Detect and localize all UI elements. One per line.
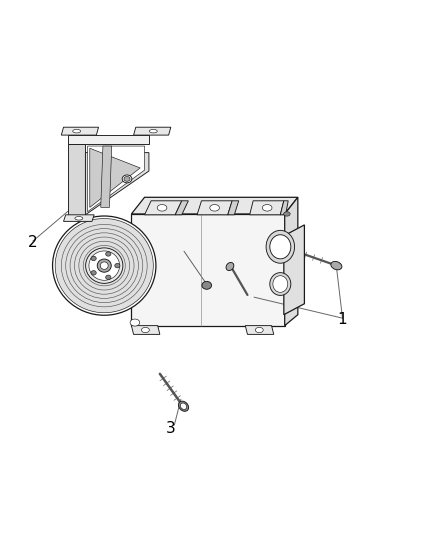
Ellipse shape [210, 205, 219, 211]
Polygon shape [90, 148, 140, 207]
Ellipse shape [331, 262, 342, 270]
Ellipse shape [124, 176, 130, 181]
Ellipse shape [53, 216, 156, 315]
Ellipse shape [91, 271, 96, 275]
Polygon shape [131, 214, 285, 326]
Polygon shape [175, 201, 188, 215]
Ellipse shape [106, 252, 111, 256]
Polygon shape [131, 326, 160, 334]
Ellipse shape [180, 403, 187, 409]
Ellipse shape [226, 262, 234, 271]
Polygon shape [284, 225, 304, 314]
Polygon shape [68, 144, 85, 215]
Ellipse shape [202, 281, 212, 289]
Ellipse shape [55, 219, 153, 313]
Ellipse shape [270, 273, 291, 295]
Text: 3: 3 [166, 421, 176, 436]
Ellipse shape [266, 230, 294, 263]
Ellipse shape [122, 175, 132, 183]
Polygon shape [145, 201, 182, 215]
Ellipse shape [85, 248, 123, 284]
Ellipse shape [255, 327, 263, 333]
Ellipse shape [141, 327, 149, 333]
Polygon shape [245, 326, 274, 334]
Polygon shape [228, 201, 239, 215]
Polygon shape [131, 197, 298, 214]
Polygon shape [285, 197, 298, 326]
Ellipse shape [91, 256, 96, 261]
Polygon shape [61, 127, 99, 135]
Ellipse shape [157, 205, 167, 211]
Ellipse shape [106, 275, 111, 279]
Ellipse shape [262, 205, 272, 211]
Polygon shape [85, 152, 149, 215]
Text: 2: 2 [28, 235, 38, 250]
Polygon shape [134, 127, 171, 135]
Polygon shape [101, 146, 112, 207]
Ellipse shape [149, 130, 157, 133]
Ellipse shape [273, 276, 288, 292]
Ellipse shape [89, 251, 120, 280]
Text: 1: 1 [337, 312, 346, 327]
Ellipse shape [115, 263, 120, 268]
Polygon shape [280, 201, 288, 215]
Ellipse shape [130, 319, 140, 326]
Polygon shape [250, 201, 284, 215]
Ellipse shape [178, 401, 189, 411]
Polygon shape [68, 135, 149, 144]
Ellipse shape [283, 212, 290, 216]
Polygon shape [197, 201, 232, 215]
Ellipse shape [73, 130, 81, 133]
Polygon shape [88, 146, 145, 212]
Ellipse shape [100, 262, 108, 269]
Ellipse shape [270, 235, 291, 259]
Ellipse shape [97, 259, 111, 272]
Ellipse shape [75, 216, 83, 220]
Polygon shape [64, 215, 94, 221]
